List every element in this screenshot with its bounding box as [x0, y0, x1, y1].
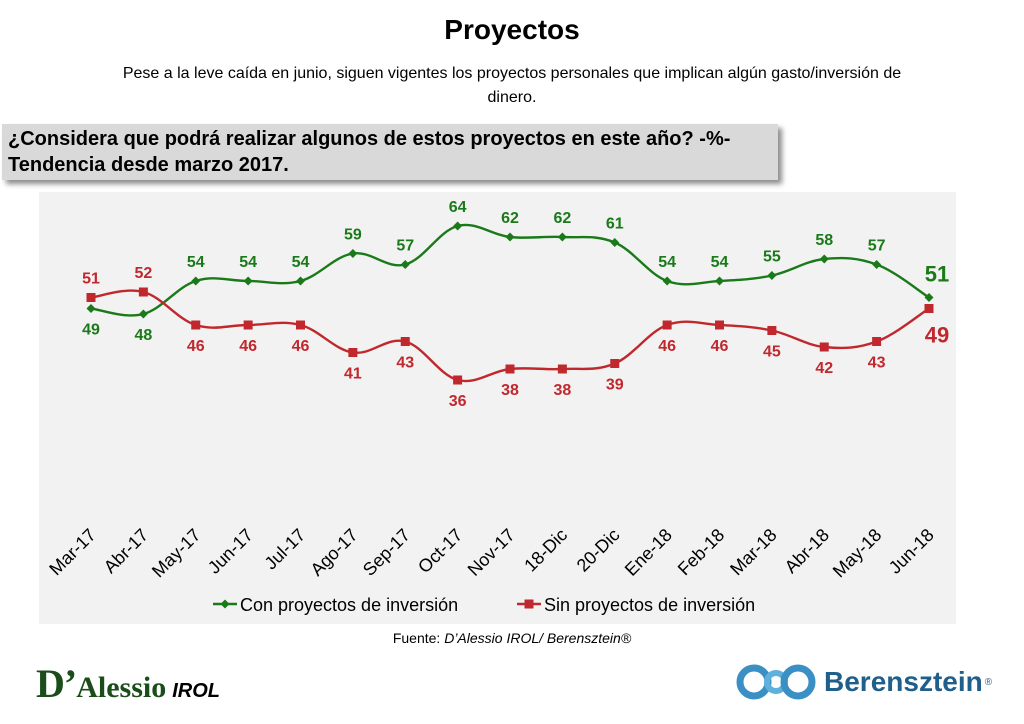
data-label-con-5: 59 [344, 227, 362, 244]
data-label-con-3: 54 [239, 254, 257, 271]
data-label-sin-14: 42 [815, 360, 833, 377]
marker-sin-7 [453, 375, 463, 385]
data-label-sin-2: 46 [187, 338, 205, 355]
data-label-con-16: 51 [925, 262, 949, 287]
marker-con-13 [767, 271, 777, 280]
data-label-con-11: 54 [658, 254, 676, 271]
marker-sin-6 [400, 337, 410, 346]
data-label-sin-13: 45 [763, 344, 781, 361]
marker-sin-0 [86, 293, 96, 302]
data-label-sin-1: 52 [134, 265, 152, 282]
dalessio-logo: D’Alessio IROL [36, 660, 220, 707]
marker-con-6 [400, 260, 410, 269]
data-label-sin-10: 39 [606, 377, 624, 394]
marker-sin-2 [191, 320, 201, 330]
question-box: ¿Considera que podrá realizar algunos de… [2, 124, 778, 180]
data-label-con-14: 58 [815, 232, 833, 249]
berensztein-logo: Berensztein ® [736, 662, 1006, 702]
marker-con-9 [557, 232, 567, 242]
marker-sin-13 [767, 326, 777, 335]
marker-con-10 [610, 238, 620, 247]
logo-suffix: IROL [172, 680, 220, 702]
marker-sin-11 [662, 320, 672, 330]
marker-sin-8 [505, 364, 515, 374]
data-label-sin-4: 46 [292, 338, 310, 355]
data-label-con-9: 62 [553, 210, 571, 227]
data-label-sin-8: 38 [501, 382, 519, 399]
marker-con-8 [505, 232, 515, 242]
marker-con-2 [191, 276, 201, 286]
page-title: Proyectos [444, 14, 580, 45]
berensztein-reg: ® [984, 676, 993, 688]
marker-sin-15 [872, 337, 882, 346]
data-label-sin-15: 43 [868, 355, 886, 372]
marker-con-14 [819, 254, 829, 264]
berensztein-mark-icon [736, 664, 816, 700]
source-note: Fuente: D’Alessio IROL/ Berensztein® [0, 630, 1024, 646]
marker-sin-1 [138, 287, 148, 297]
data-label-con-1: 48 [134, 327, 152, 344]
marker-con-0 [86, 304, 96, 313]
data-label-sin-3: 46 [239, 338, 257, 355]
data-label-sin-5: 41 [344, 366, 362, 383]
data-label-con-2: 54 [187, 254, 205, 271]
legend-label-1: Sin proyectos de inversión [544, 595, 755, 615]
data-label-con-8: 62 [501, 210, 519, 227]
legend-marker-1 [524, 599, 534, 609]
marker-con-4 [296, 276, 305, 286]
data-label-sin-16: 49 [925, 323, 949, 348]
data-label-con-4: 54 [292, 254, 310, 271]
page-subtitle: Pese a la leve caída en junio, siguen vi… [122, 65, 902, 106]
marker-sin-5 [348, 348, 358, 357]
marker-con-15 [872, 260, 882, 269]
marker-sin-9 [557, 364, 567, 374]
marker-con-12 [715, 276, 724, 286]
marker-con-1 [138, 309, 148, 319]
data-label-con-13: 55 [763, 249, 781, 266]
data-label-con-6: 57 [396, 238, 414, 255]
data-label-con-12: 54 [711, 254, 729, 271]
marker-con-11 [662, 276, 672, 286]
marker-con-7 [453, 221, 463, 231]
data-label-sin-7: 36 [449, 393, 467, 410]
marker-sin-10 [610, 359, 620, 368]
legend-label-0: Con proyectos de inversión [240, 595, 458, 615]
marker-con-5 [348, 249, 358, 258]
data-label-sin-11: 46 [658, 338, 676, 355]
source-label: Fuente: [392, 630, 445, 646]
logo-d: D’ [36, 661, 77, 706]
marker-sin-14 [819, 342, 829, 352]
data-label-sin-12: 46 [711, 338, 729, 355]
data-label-sin-0: 51 [82, 271, 100, 288]
logo-name: Alessio [76, 671, 167, 704]
marker-con-16 [924, 293, 934, 302]
marker-sin-16 [924, 304, 934, 313]
source-text: D’Alessio IROL/ Berensztein® [444, 630, 632, 646]
data-label-sin-9: 38 [553, 382, 571, 399]
legend-marker-0 [220, 599, 230, 609]
marker-sin-3 [243, 320, 253, 330]
data-label-con-10: 61 [606, 216, 624, 233]
marker-sin-4 [296, 320, 305, 330]
data-label-con-0: 49 [82, 322, 100, 339]
berensztein-name: Berensztein [824, 666, 983, 697]
marker-sin-12 [715, 320, 724, 330]
data-label-con-7: 64 [449, 199, 467, 216]
data-label-con-15: 57 [868, 238, 886, 255]
marker-con-3 [243, 276, 253, 286]
data-label-sin-6: 43 [396, 355, 414, 372]
